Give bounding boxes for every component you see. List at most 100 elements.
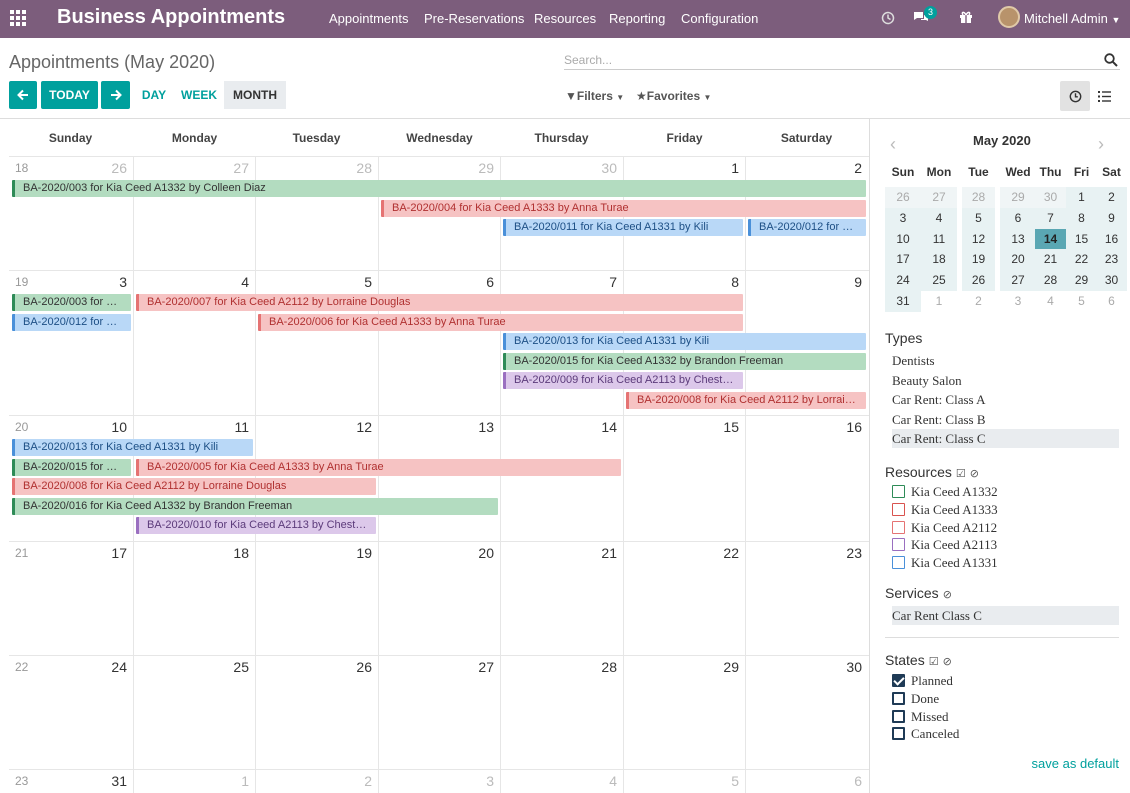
save-as-default-link[interactable]: save as default — [1031, 756, 1119, 771]
favorites-dropdown[interactable]: ★Favorites ▼ — [636, 89, 711, 103]
menu-resources[interactable]: Resources — [534, 11, 597, 26]
mini-day[interactable]: 12 — [962, 228, 995, 250]
calendar-event[interactable]: BA-2020/003 for Kia Ceed A1332 by Collee… — [12, 180, 866, 197]
clear-icon[interactable]: ⊘ — [942, 656, 952, 668]
mini-day[interactable]: 4 — [1047, 294, 1054, 308]
prev-button[interactable] — [9, 81, 37, 109]
mini-day[interactable]: 6 — [1108, 294, 1115, 308]
select-all-icon[interactable]: ☑ — [928, 656, 939, 668]
day-number[interactable]: 30 — [846, 659, 862, 675]
mini-day[interactable]: 21 — [1035, 249, 1066, 271]
calendar-event[interactable]: BA-2020/012 for … — [748, 219, 866, 237]
mini-prev-month-icon[interactable]: ‹ — [890, 134, 896, 154]
day-number[interactable]: 31 — [111, 773, 127, 789]
state-checkbox[interactable] — [892, 674, 905, 687]
calendar-event[interactable]: BA-2020/007 for Kia Ceed A2112 by Lorrai… — [136, 294, 743, 311]
mini-day[interactable]: 29 — [1000, 187, 1036, 208]
day-number[interactable]: 6 — [486, 274, 494, 290]
calendar-event[interactable]: BA-2020/012 for … — [12, 313, 131, 331]
type-item[interactable]: Beauty Salon — [892, 372, 962, 388]
day-number[interactable]: 17 — [111, 545, 127, 561]
day-number[interactable]: 4 — [241, 274, 249, 290]
day-number[interactable]: 25 — [233, 659, 249, 675]
day-number[interactable]: 12 — [356, 419, 372, 435]
mini-day[interactable]: 20 — [1000, 249, 1036, 271]
calendar-event[interactable]: BA-2020/006 for Kia Ceed A1333 by Anna T… — [258, 313, 743, 331]
day-number[interactable]: 1 — [241, 773, 249, 789]
day-number[interactable]: 3 — [119, 274, 127, 290]
menu-reporting[interactable]: Reporting — [609, 11, 666, 26]
day-number[interactable]: 1 — [731, 160, 739, 176]
menu-appointments[interactable]: Appointments — [329, 11, 409, 26]
clear-icon[interactable]: ⊘ — [969, 468, 980, 480]
calendar-event[interactable]: BA-2020/009 for Kia Ceed A2113 by Chest… — [503, 372, 743, 390]
day-number[interactable]: 26 — [111, 160, 127, 176]
select-all-icon[interactable]: ☑ — [955, 468, 966, 480]
mini-day[interactable]: 15 — [1066, 228, 1097, 250]
resource-checkbox[interactable] — [892, 485, 905, 498]
day-number[interactable]: 24 — [111, 659, 127, 675]
mini-day[interactable]: 6 — [1000, 207, 1036, 229]
day-number[interactable]: 18 — [233, 545, 249, 561]
resource-filter[interactable]: Kia Ceed A2113 — [892, 538, 997, 552]
mini-day[interactable]: 26 — [885, 187, 921, 208]
day-number[interactable]: 29 — [478, 160, 494, 176]
day-number[interactable]: 19 — [356, 545, 372, 561]
mini-day[interactable]: 26 — [962, 270, 995, 292]
mini-day[interactable]: 24 — [885, 270, 921, 292]
resource-checkbox[interactable] — [892, 520, 905, 534]
day-number[interactable]: 27 — [478, 659, 494, 675]
mini-day[interactable]: 23 — [1096, 249, 1127, 271]
day-number[interactable]: 15 — [723, 419, 739, 435]
type-item[interactable]: Car Rent: Class B — [892, 411, 986, 427]
mini-day[interactable]: 10 — [885, 228, 921, 250]
calendar-event[interactable]: BA-2020/008 for Kia Ceed A2112 by Lorrai… — [626, 392, 866, 409]
mini-day[interactable]: 4 — [921, 207, 957, 229]
day-number[interactable]: 2 — [854, 160, 862, 176]
day-number[interactable]: 3 — [486, 773, 494, 789]
type-item[interactable]: Car Rent: Class A — [892, 392, 986, 408]
calendar-view-switch[interactable] — [1060, 81, 1090, 111]
mini-day[interactable]: 18 — [921, 249, 957, 271]
day-number[interactable]: 5 — [731, 773, 739, 789]
mini-day[interactable]: 3 — [1014, 294, 1022, 308]
day-number[interactable]: 9 — [854, 274, 862, 290]
state-checkbox[interactable] — [892, 709, 905, 723]
day-view-button[interactable]: DAY — [141, 88, 167, 102]
calendar-event[interactable]: BA-2020/011 for Kia Ceed A1331 by Kili — [503, 219, 743, 237]
state-filter[interactable]: Canceled — [892, 727, 959, 741]
state-checkbox[interactable] — [892, 691, 905, 705]
mini-day[interactable]: 28 — [1035, 270, 1066, 292]
list-view-switch[interactable] — [1092, 81, 1116, 111]
resource-filter[interactable]: Kia Ceed A1331 — [892, 556, 998, 570]
service-item[interactable]: Car Rent Class C — [892, 606, 1119, 625]
resource-filter[interactable]: Kia Ceed A2112 — [892, 520, 997, 535]
mini-day[interactable]: 8 — [1066, 207, 1097, 229]
user-avatar[interactable] — [998, 6, 1020, 28]
resource-filter[interactable]: Kia Ceed A1332 — [892, 485, 998, 499]
apps-menu-icon[interactable] — [10, 10, 26, 26]
day-number[interactable]: 28 — [356, 160, 372, 176]
mini-day[interactable]: 5 — [1078, 294, 1085, 308]
activity-clock-icon[interactable] — [881, 11, 895, 25]
calendar-event[interactable]: BA-2020/003 for … — [12, 294, 131, 311]
day-number[interactable]: 27 — [233, 160, 249, 176]
calendar-event[interactable]: BA-2020/013 for Kia Ceed A1331 by Kili — [503, 333, 866, 351]
calendar-event[interactable]: BA-2020/004 for Kia Ceed A1333 by Anna T… — [381, 199, 866, 217]
clear-icon[interactable]: ⊘ — [942, 589, 952, 601]
state-filter[interactable]: Done — [892, 691, 939, 706]
app-brand[interactable]: Business Appointments — [57, 6, 286, 28]
today-button[interactable]: TODAY — [41, 81, 98, 109]
day-number[interactable]: 26 — [356, 659, 372, 675]
mini-day[interactable]: 22 — [1066, 249, 1097, 271]
mini-day[interactable]: 28 — [962, 187, 995, 208]
filters-dropdown[interactable]: ▼Filters ▼ — [565, 89, 624, 103]
day-number[interactable]: 21 — [601, 545, 617, 561]
menu-configuration[interactable]: Configuration — [681, 11, 759, 26]
calendar-event[interactable]: BA-2020/015 for Kia Ceed A1332 by Brando… — [503, 352, 866, 370]
day-number[interactable]: 22 — [723, 545, 739, 561]
resource-filter[interactable]: Kia Ceed A1333 — [892, 502, 998, 517]
day-number[interactable]: 23 — [846, 545, 862, 561]
day-number[interactable]: 13 — [478, 419, 494, 435]
search-input[interactable] — [564, 51, 1120, 70]
